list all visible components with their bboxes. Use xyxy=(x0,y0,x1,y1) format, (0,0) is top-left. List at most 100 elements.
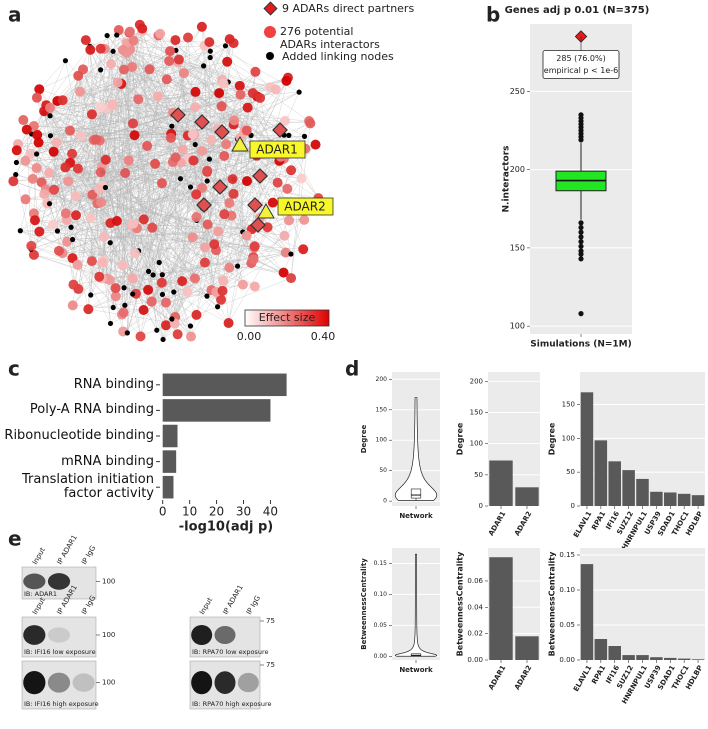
interactor-node xyxy=(118,64,129,75)
interactor-node xyxy=(155,28,166,39)
network-edge xyxy=(109,40,134,281)
interactor-node xyxy=(161,74,172,85)
blot-band xyxy=(191,624,213,646)
bar xyxy=(162,475,174,499)
linking-node xyxy=(288,251,294,257)
interactor-node xyxy=(235,89,246,100)
interactor-node xyxy=(135,331,146,342)
interactor-node xyxy=(144,64,155,75)
interactor-node xyxy=(187,232,198,243)
interactor-node xyxy=(206,135,217,146)
interactor-node xyxy=(62,236,73,247)
interactor-node xyxy=(156,277,167,288)
linking-node xyxy=(17,228,23,234)
interactor-node xyxy=(241,176,252,187)
interactor-node xyxy=(18,115,29,126)
interactor-node xyxy=(99,231,110,242)
blot-band xyxy=(214,671,236,694)
network-edge xyxy=(53,189,183,282)
interactor-node xyxy=(60,208,71,219)
interactor-node xyxy=(138,305,149,316)
linking-node xyxy=(124,330,130,336)
interactor-node xyxy=(100,154,111,165)
interactor-node xyxy=(255,92,266,103)
network-edge xyxy=(204,247,238,267)
network-edge xyxy=(228,220,290,324)
annotation-box xyxy=(542,50,620,79)
colorbar xyxy=(244,309,330,327)
network-edge xyxy=(126,52,197,218)
y-tick-label: 0 xyxy=(479,502,483,510)
outlier xyxy=(578,239,584,245)
interactor-node xyxy=(20,194,31,205)
interactor-node xyxy=(299,214,310,225)
network-edge xyxy=(135,144,316,294)
bar xyxy=(622,470,635,506)
network-edge xyxy=(259,97,292,255)
network-edge xyxy=(53,26,203,190)
y-tick-label: 150 xyxy=(470,409,483,417)
network-edge xyxy=(283,219,305,273)
network-edge xyxy=(187,37,206,263)
bar xyxy=(580,564,594,660)
interactor-node xyxy=(242,102,253,113)
lane-label: IP ADAR1 xyxy=(222,584,245,616)
interactor-node xyxy=(170,152,181,163)
network-edge xyxy=(53,151,60,251)
network-edge xyxy=(80,46,91,136)
interactor-node xyxy=(67,148,78,159)
linking-node xyxy=(114,32,120,38)
network-edge xyxy=(160,33,223,81)
interactor-node xyxy=(191,189,202,200)
network-edge xyxy=(228,155,257,324)
network-edge xyxy=(45,189,224,281)
adar-node xyxy=(231,135,249,152)
legend-label: 276 potential ADARs interactors xyxy=(280,25,380,51)
outlier xyxy=(578,251,584,257)
network-edge xyxy=(117,82,148,146)
network-edge xyxy=(56,38,230,143)
marker-label: 100 xyxy=(102,631,115,639)
x-tick-label: ADAR1 xyxy=(487,510,507,537)
interactor-node xyxy=(310,139,321,150)
network-edge xyxy=(36,97,178,335)
interactor-node xyxy=(28,249,39,260)
interactor-node xyxy=(111,215,122,226)
interactor-node xyxy=(76,130,87,141)
interactor-node xyxy=(57,95,68,106)
interactor-node xyxy=(224,34,235,45)
network-edge xyxy=(204,45,276,90)
interactor-node xyxy=(267,197,278,208)
interactor-node xyxy=(237,279,248,290)
interactor-node xyxy=(173,54,184,65)
x-tick-label: Simulations (N=1M) xyxy=(530,340,632,350)
interactor-node xyxy=(117,260,128,271)
network-edge xyxy=(39,60,66,90)
network-edge xyxy=(99,120,235,141)
y-tick-label: 0.05 xyxy=(559,621,575,629)
interactor-node xyxy=(156,178,167,189)
bar xyxy=(162,399,271,422)
interactor-node xyxy=(71,210,82,221)
interactor-node xyxy=(73,70,84,81)
interactor-node xyxy=(216,101,227,112)
network-edge xyxy=(130,49,276,90)
bar xyxy=(677,658,691,660)
bar xyxy=(580,392,594,506)
interactor-node xyxy=(270,84,281,95)
network-edge xyxy=(39,89,89,310)
interactor-node xyxy=(224,262,235,273)
interactor-node xyxy=(196,145,207,156)
linking-node xyxy=(13,172,19,178)
legend-wrap: 276 potential ADARs interactors xyxy=(280,25,380,51)
interactor-node xyxy=(219,150,230,161)
network-edge xyxy=(128,160,219,232)
network-edge xyxy=(36,60,170,169)
ib-label: IB: IFI16 high exposure xyxy=(24,700,99,708)
network-edge xyxy=(57,52,127,102)
partner-node xyxy=(247,197,263,213)
interactor-node xyxy=(104,274,115,285)
legend-diamond xyxy=(263,1,278,16)
y-tick-label: 0.05 xyxy=(374,622,388,629)
linking-node xyxy=(46,201,53,207)
